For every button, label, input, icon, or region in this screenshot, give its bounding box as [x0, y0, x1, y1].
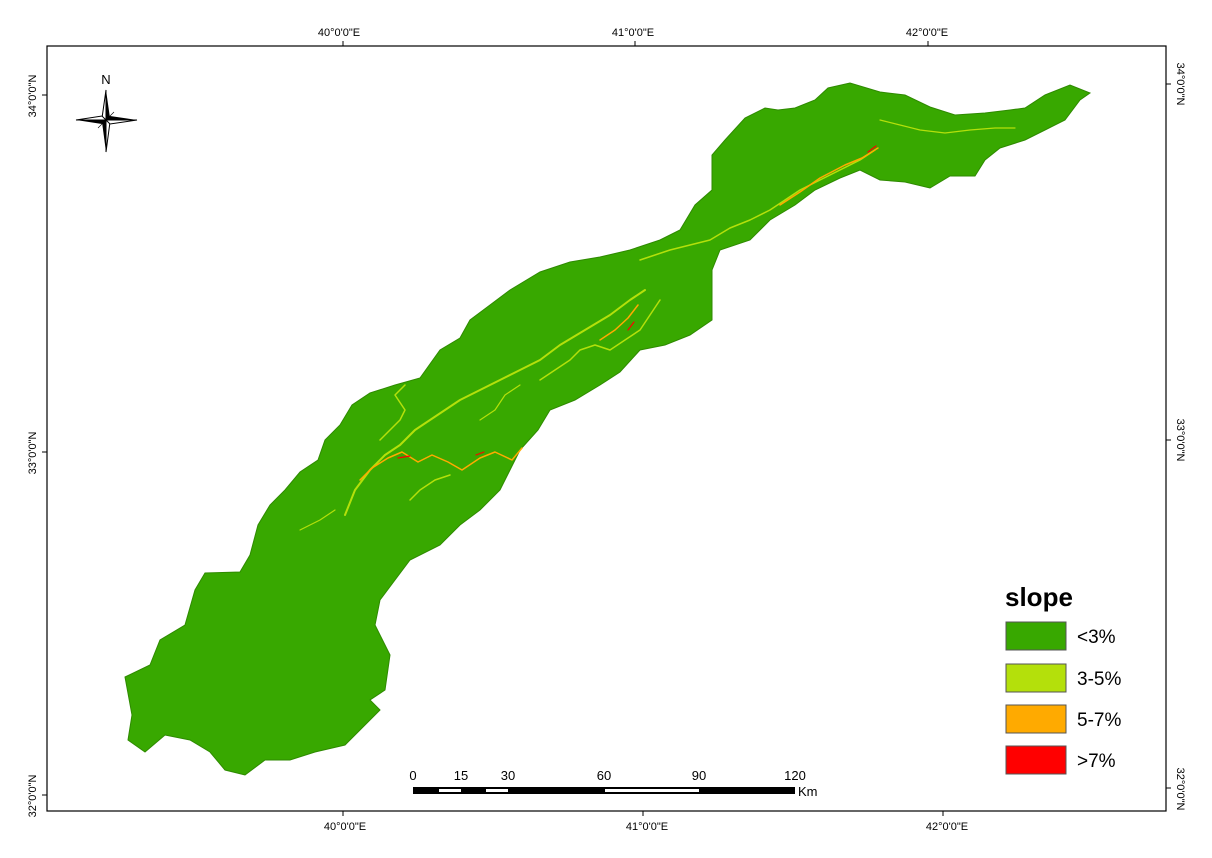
graticule-bottom-40e: 40°0'0"E: [324, 821, 366, 833]
north-arrow: [75, 89, 138, 153]
legend-label-5-7: 5-7%: [1077, 710, 1121, 731]
graticule-right-32n: 32°0'0"N: [1174, 768, 1186, 811]
legend-swatch-3-5: [1005, 663, 1067, 693]
graticule-right-34n: 34°0'0"N: [1174, 63, 1186, 106]
legend-swatch-5-7: [1005, 704, 1067, 734]
legend-swatch-gt7: [1005, 745, 1067, 775]
scale-tick-15: 15: [454, 768, 468, 783]
legend-title: slope: [1005, 582, 1073, 612]
graticule-bottom-42e: 42°0'0"E: [926, 821, 968, 833]
slope-streaks: [299, 119, 1016, 531]
graticule-left-32n: 32°0'0"N: [27, 775, 39, 818]
legend-label-lt3: <3%: [1077, 627, 1116, 648]
graticule-top-41e: 41°0'0"E: [612, 27, 654, 39]
graticule-right-33n: 33°0'0"N: [1174, 419, 1186, 462]
scale-tick-90: 90: [692, 768, 706, 783]
graticule-top-40e: 40°0'0"E: [318, 27, 360, 39]
graticule-ticks: [42, 41, 1171, 816]
graticule-top-42e: 42°0'0"E: [906, 27, 948, 39]
north-arrow-label: N: [101, 72, 110, 87]
scale-tick-60: 60: [597, 768, 611, 783]
scale-tick-120: 120: [784, 768, 806, 783]
graticule-left-34n: 34°0'0"N: [27, 75, 39, 118]
basin-polygon: [124, 82, 1092, 776]
legend-label-gt7: >7%: [1077, 751, 1116, 772]
scale-bar: [413, 787, 795, 794]
legend-label-3-5: 3-5%: [1077, 669, 1121, 690]
scale-tick-30: 30: [501, 768, 515, 783]
scale-unit: Km: [798, 784, 818, 799]
legend-swatch-lt3: [1005, 621, 1067, 651]
scale-tick-0: 0: [409, 768, 416, 783]
legend: slope <3% 3-5% 5-7% >7%: [1005, 582, 1121, 775]
graticule-bottom-41e: 41°0'0"E: [626, 821, 668, 833]
graticule-left-33n: 33°0'0"N: [27, 432, 39, 475]
